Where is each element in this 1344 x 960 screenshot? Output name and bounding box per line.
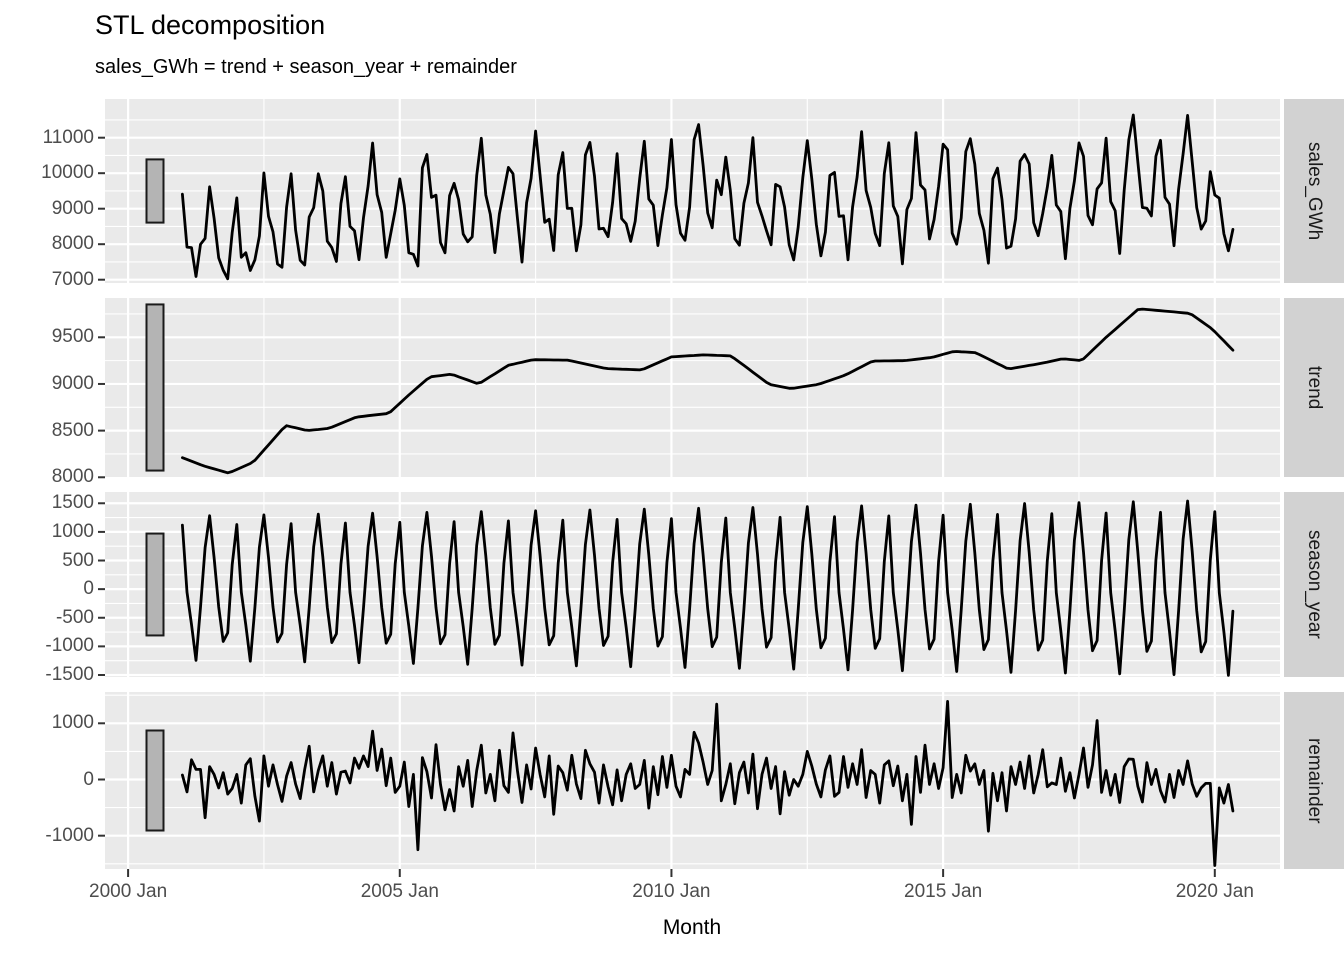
series-line-remainder: [181, 700, 1235, 867]
y-tick-label: 1000: [51, 712, 94, 734]
y-tick-label: 0: [83, 578, 94, 600]
facet-strip-label: sales_GWh: [1304, 141, 1325, 241]
y-tick-label: 8000: [51, 233, 94, 255]
facet-strip-season-year: season_year: [1284, 492, 1344, 677]
chart-subtitle: sales_GWh = trend + season_year + remain…: [95, 56, 517, 78]
y-tick-label: 0: [83, 768, 94, 790]
x-tick-label: 2020 Jan: [1175, 881, 1254, 902]
x-tick-label: 2015 Jan: [904, 881, 983, 902]
y-tick-label: -1000: [45, 635, 94, 657]
panel-trend: [105, 298, 1280, 477]
y-tick-label: 8500: [51, 419, 94, 441]
x-tick-label: 2005 Jan: [360, 881, 439, 902]
facet-strip-sales-gwh: sales_GWh: [1284, 99, 1344, 283]
series-line-trend: [181, 307, 1235, 475]
y-tick-label: 1500: [51, 492, 94, 514]
y-tick-label: 9000: [51, 373, 94, 394]
y-tick-label: 11000: [42, 126, 94, 148]
facet-strip-label: season_year: [1304, 530, 1325, 639]
scale-range-bar-remainder: [145, 729, 165, 832]
series-line-season_year: [181, 499, 1235, 677]
y-tick-label: -500: [55, 606, 94, 628]
series-line-sales_GWh: [181, 113, 1235, 281]
y-tick-label: 9500: [51, 326, 94, 348]
y-tick-label: -1500: [45, 664, 94, 685]
x-axis-title: Month: [662, 916, 722, 939]
y-tick-label: 9000: [51, 197, 94, 219]
y-tick-label: 500: [62, 549, 94, 571]
y-tick-label: 1000: [51, 520, 94, 542]
panel-grid-trend: [105, 298, 1280, 477]
chart-title: STL decomposition: [95, 10, 326, 40]
scale-range-bar-trend: [145, 303, 165, 472]
facet-strip-remainder: remainder: [1284, 692, 1344, 869]
y-tick-label: 7000: [51, 268, 94, 290]
x-tick-label: 2010 Jan: [632, 881, 711, 902]
facet-strip-trend: trend: [1284, 298, 1344, 477]
y-tick-label: 8000: [51, 466, 94, 488]
facet-strip-label: remainder: [1304, 737, 1325, 824]
y-tick-label: 10000: [41, 162, 94, 184]
x-tick-label: 2000 Jan: [89, 881, 168, 902]
scale-range-bar-sales_GWh: [145, 158, 165, 224]
facet-strip-label: trend: [1304, 365, 1325, 410]
y-tick-label: -1000: [45, 824, 94, 846]
scale-range-bar-season_year: [145, 532, 165, 637]
